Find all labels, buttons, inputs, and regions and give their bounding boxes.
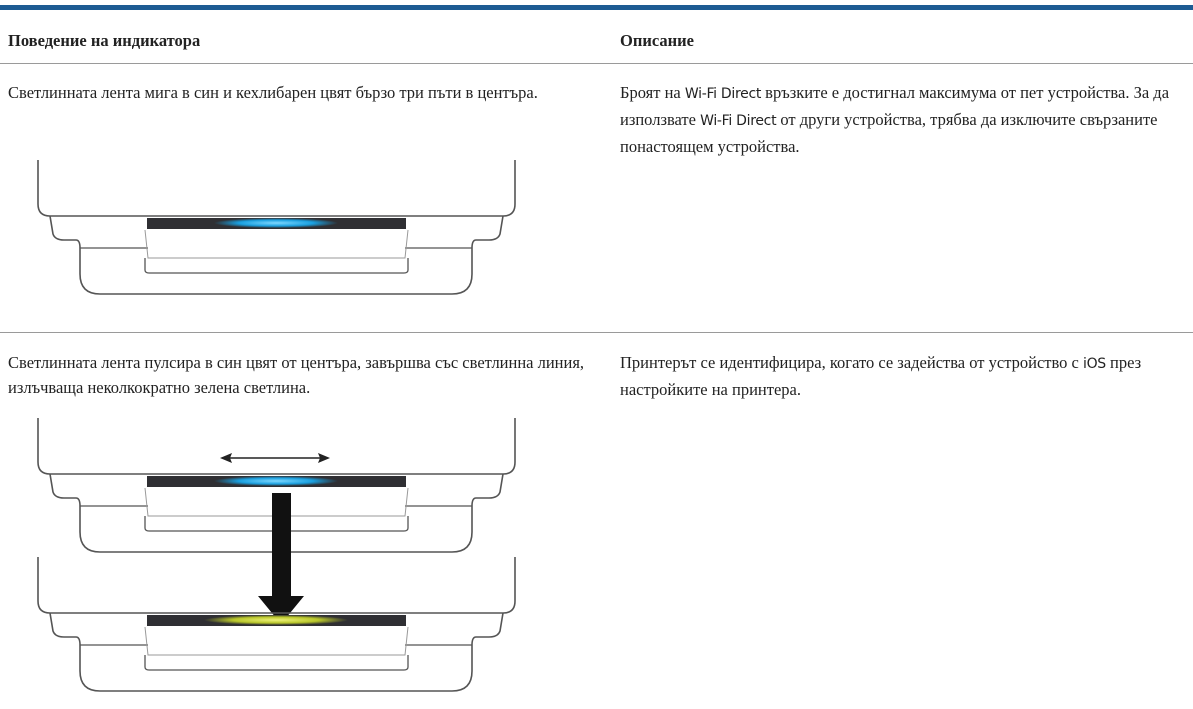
header-cell: Поведение на индикатора [8,31,201,50]
text: през настройките на принтера. [620,353,1142,399]
printer-illustration [37,556,516,692]
header-cell: Описание [620,31,694,50]
text: Светлинната лента мига в син и кехлибаре… [8,83,538,102]
cell: Принтерът се идентифицира, когато се зад… [620,350,1190,402]
cell: Светлинната лента мига в син и кехлибаре… [8,80,598,105]
row-rule [0,332,1193,333]
product-name: Wi-Fi Direct [700,113,777,129]
top-rule [0,5,1193,10]
cell: Броят на Wi-Fi Direct връзките е достигн… [620,80,1190,159]
text: връзките е достигнал максимума от пет ус… [620,83,1170,129]
text: Светлинната лента пулсира в син цвят от … [8,353,585,397]
down-arrow [258,493,304,624]
header-rule [0,63,1193,64]
text: от други устройства, трябва да изключите… [620,110,1158,156]
product-name: iOS [1082,356,1106,372]
product-name: Wi-Fi Direct [684,86,762,102]
printer-illustration [37,417,516,553]
printer-illustration [37,159,516,295]
text: Принтерът се идентифицира, когато се зад… [620,353,1083,372]
cell: Светлинната лента пулсира в син цвят от … [8,350,598,400]
text: Броят на [620,83,685,102]
